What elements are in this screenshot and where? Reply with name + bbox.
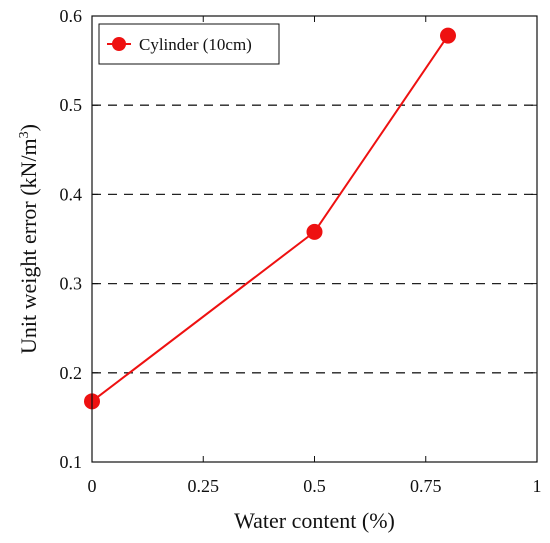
x-tick-label: 0.5 [303, 476, 326, 496]
x-tick-label: 0.25 [188, 476, 220, 496]
legend-label: Cylinder (10cm) [139, 35, 252, 54]
plot-frame [91, 15, 538, 463]
y-tick-label: 0.2 [60, 363, 83, 383]
x-tick-label: 0 [88, 476, 97, 496]
x-axis-title: Water content (%) [234, 508, 395, 533]
series-line [91, 35, 449, 403]
ticks-layer: 0 0.25 0.5 0.75 1 0.1 0.2 0.3 0.4 0.5 0.6 [60, 6, 542, 496]
x-tick-label: 0.75 [410, 476, 442, 496]
y-tick-label: 0.6 [60, 6, 83, 26]
grid-layer [92, 104, 537, 374]
y-tick-label: 0.4 [60, 184, 83, 204]
x-tick-label: 1 [533, 476, 542, 496]
series-layer [84, 27, 456, 410]
y-tick-label: 0.5 [60, 95, 83, 115]
data-point [440, 27, 456, 44]
data-point [306, 223, 323, 240]
y-axis-title: Unit weight error (kN/m3) [16, 124, 41, 354]
legend-marker [112, 37, 126, 51]
legend: Cylinder (10cm) [98, 23, 280, 65]
y-tick-label: 0.3 [60, 274, 83, 294]
y-tick-label: 0.1 [60, 452, 83, 472]
